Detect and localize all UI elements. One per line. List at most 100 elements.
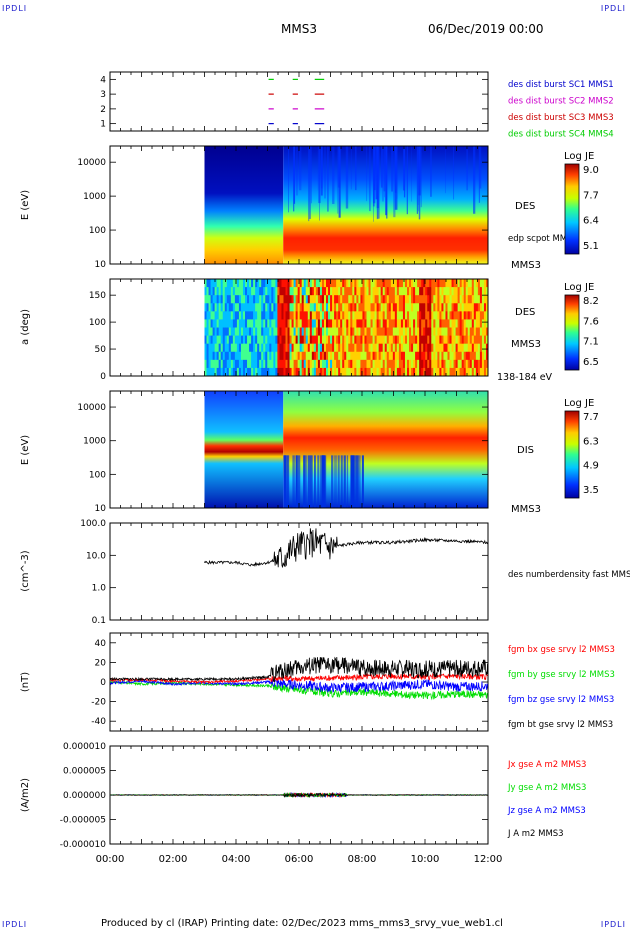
pitch-cell xyxy=(467,279,471,288)
pitch-cell xyxy=(463,295,467,304)
pitch-cell xyxy=(315,311,319,320)
pitch-cell xyxy=(315,303,319,312)
pitch-cell xyxy=(249,367,252,377)
pitch-cell xyxy=(253,279,256,288)
pitch-cell xyxy=(390,319,394,328)
pitch-cell xyxy=(303,303,307,312)
pitch-cell xyxy=(386,367,390,377)
pitch-cell xyxy=(220,295,224,304)
pitch-cell xyxy=(305,311,309,320)
pitch-cell xyxy=(340,287,343,296)
pitch-cell xyxy=(259,287,262,296)
des-energy-stripe xyxy=(293,146,295,212)
pitch-cell xyxy=(267,335,270,345)
pitch-cell xyxy=(421,327,424,336)
pitch-cell xyxy=(419,327,422,336)
pitch-cell xyxy=(301,303,305,312)
pitch-cell xyxy=(376,359,380,369)
des-energy-stripe xyxy=(386,146,388,219)
pitch-cell xyxy=(435,303,438,312)
pitch-cell xyxy=(382,367,386,377)
pitch-cell xyxy=(283,319,286,328)
pitch-cell xyxy=(285,287,288,296)
des-energy-stripe xyxy=(418,146,419,212)
pitch-cell xyxy=(394,359,398,369)
pitch-cell xyxy=(372,335,375,345)
pitch-cell xyxy=(398,295,402,304)
pitch-cell xyxy=(281,287,284,296)
pitch-cell xyxy=(429,367,432,377)
pitch-cell xyxy=(313,295,317,304)
pitch-cell xyxy=(259,303,262,312)
pitch-cell xyxy=(388,311,392,320)
pitch-cell xyxy=(247,311,250,320)
pitch-cell xyxy=(477,351,481,361)
pitch-cell xyxy=(303,359,307,369)
pitch-cell xyxy=(350,351,353,361)
pitch-cell xyxy=(429,311,432,320)
pitch-cell xyxy=(336,335,339,345)
pitch-cell xyxy=(378,303,382,312)
pitch-cell xyxy=(330,311,333,320)
pitch-cell xyxy=(328,351,331,361)
pitch-cell xyxy=(212,319,216,328)
pitch-cell xyxy=(265,319,268,328)
pitch-cell xyxy=(346,287,349,296)
des-energy-stripe xyxy=(381,146,383,188)
pitch-cell xyxy=(449,295,452,304)
pitch-cell xyxy=(457,367,461,377)
pitch-cell xyxy=(291,303,294,312)
pitch-cell xyxy=(469,287,473,296)
pitch-cell xyxy=(457,311,461,320)
pitch-cell xyxy=(441,335,444,345)
pitch-cell xyxy=(473,295,477,304)
pitch-cell xyxy=(216,295,220,304)
pitch-cell xyxy=(407,359,410,369)
pitch-cell xyxy=(204,359,207,369)
pitch-cell xyxy=(279,279,282,288)
bfield-y-tick-label: -20 xyxy=(91,698,106,708)
pitch-cell xyxy=(321,367,325,377)
pitch-cell xyxy=(328,287,331,296)
pitch-cell xyxy=(449,279,452,288)
pitch-cell xyxy=(356,303,359,312)
pitch-cell xyxy=(463,343,467,353)
pitch-cell xyxy=(368,359,371,369)
pitch-cell xyxy=(400,335,404,345)
pitch-cell xyxy=(392,287,396,296)
pitch-cell xyxy=(457,327,461,336)
pitch-cell xyxy=(240,279,244,288)
des-energy-stripe xyxy=(337,146,339,214)
pitch-cell xyxy=(386,287,390,296)
pitch-cell xyxy=(255,343,258,353)
pitch-cell xyxy=(443,367,446,377)
pitch-cell xyxy=(376,311,380,320)
pitch-cell xyxy=(376,319,380,328)
pitch-cell xyxy=(404,319,408,328)
pitch-cell xyxy=(340,343,343,353)
pitch-cell xyxy=(415,367,418,377)
pitch-cell xyxy=(386,303,390,312)
des-energy-stripe xyxy=(416,146,419,214)
pitch-cell xyxy=(388,367,392,377)
bfield-y-tick-label: -40 xyxy=(91,717,106,727)
pitch-cell xyxy=(232,319,236,328)
pitch-cell xyxy=(384,311,388,320)
pitch-cell xyxy=(251,351,254,361)
pitch-cell xyxy=(334,327,337,336)
pitch-cell xyxy=(394,279,398,288)
pitch-cell xyxy=(208,351,211,361)
pitch-cell xyxy=(293,279,297,288)
pitch-cell xyxy=(257,343,260,353)
pitch-cell xyxy=(392,367,396,377)
pitch-cell xyxy=(451,343,454,353)
pitch-cell xyxy=(216,351,220,361)
pitch-cell xyxy=(483,351,487,361)
pitch-cell xyxy=(400,311,404,320)
pitch-cell xyxy=(212,311,216,320)
pitch-cell xyxy=(475,303,479,312)
pitch-cell xyxy=(214,303,218,312)
pitch-cell xyxy=(224,295,228,304)
pitch-cell xyxy=(340,359,343,369)
y-axis-label: (nT) xyxy=(20,672,31,692)
